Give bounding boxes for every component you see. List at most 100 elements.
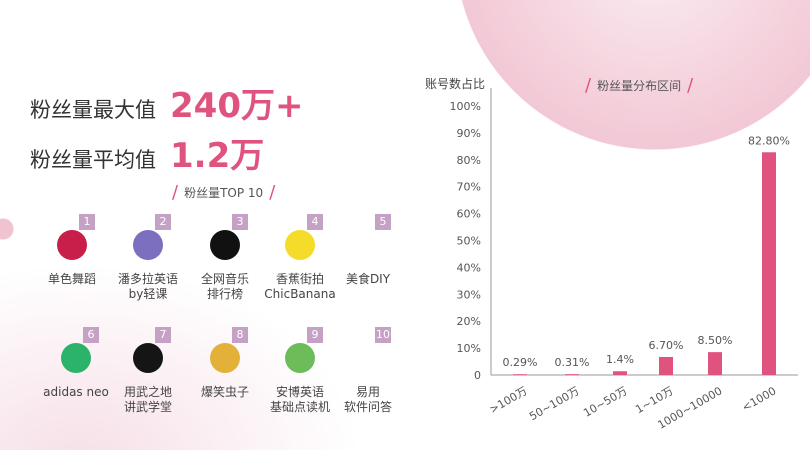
top10-title: 粉丝量TOP 10 [184, 186, 264, 200]
y-tick-label: 60% [457, 208, 481, 221]
item-name-line: 讲武学堂 [123, 400, 172, 414]
item-name-line: 香蕉街拍 [275, 272, 324, 286]
y-tick-label: 70% [457, 181, 481, 194]
item-name-line: 爆笑虫子 [200, 385, 249, 399]
data-label: 0.29% [503, 356, 538, 369]
stat-value: 240万+ [170, 86, 304, 126]
background-dot [0, 218, 14, 240]
rank-badge: 3 [232, 214, 248, 230]
item-name-line: 易用 [355, 385, 380, 399]
rank-badge: 6 [83, 327, 99, 343]
item-name: 爆笑虫子 [180, 385, 270, 400]
data-label: 8.50% [698, 334, 733, 347]
item-name-line: 潘多拉英语 [117, 272, 178, 286]
item-name: 全网音乐 排行榜 [180, 272, 270, 302]
bar [708, 352, 722, 375]
chart-title: 粉丝量分布区间 [597, 79, 682, 93]
x-tick-label: 10~50万 [581, 384, 629, 419]
item-name-line: 单色舞蹈 [47, 272, 96, 286]
slash-decoration: / [585, 75, 592, 96]
item-name-line: ChicBanana [264, 287, 336, 301]
top10-item: 1 单色舞蹈 [27, 214, 117, 287]
item-name: 潘多拉英语 by轻课 [103, 272, 193, 302]
y-tick-label: 0 [474, 369, 481, 382]
star-logo-icon: 3 [210, 214, 248, 260]
stat-value: 1.2万 [170, 136, 265, 176]
slash-decoration: / [269, 182, 276, 203]
item-name: 易用 软件问答 [323, 385, 413, 415]
y-axis-label: 账号数占比 [425, 76, 485, 91]
item-name-line: 安博英语 [275, 385, 324, 399]
banana-logo-icon: 4 [285, 214, 323, 260]
data-label: 1.4% [606, 353, 634, 366]
avg-fans-stat: 粉丝量平均值 1.2万 [30, 128, 264, 177]
bar [762, 152, 776, 375]
eat-logo-icon: 5 [353, 214, 391, 260]
chart-heading: / 粉丝量分布区间 / [585, 75, 693, 96]
rank-badge: 5 [375, 214, 391, 230]
background-circle [455, 0, 810, 150]
bar [565, 374, 579, 376]
y-tick-label: 40% [457, 261, 481, 274]
english-logo-icon: 9 [285, 327, 323, 373]
x-tick-label: <1000 [740, 384, 779, 414]
box-logo-icon: 2 [133, 214, 171, 260]
max-fans-stat: 粉丝量最大值 240万+ [30, 78, 303, 127]
rank-badge: 10 [375, 327, 391, 343]
item-name-line: 全网音乐 [200, 272, 249, 286]
x-tick-label: 50~100万 [527, 384, 581, 423]
y-tick-label: 30% [457, 288, 481, 301]
item-name: 用武之地 讲武学堂 [103, 385, 193, 415]
rank-badge: 9 [307, 327, 323, 343]
y-tick-label: 100% [450, 100, 481, 113]
item-name-line: by轻课 [128, 287, 168, 301]
slash-decoration: / [687, 75, 694, 96]
cartoon-logo-icon: 8 [210, 327, 248, 373]
item-name-line: 用武之地 [123, 385, 172, 399]
bar [659, 356, 673, 375]
item-name-line: 排行榜 [206, 287, 243, 301]
adidas-neo-logo-icon: 6 [61, 327, 99, 373]
data-label: 0.31% [555, 356, 590, 369]
rank-badge: 8 [232, 327, 248, 343]
top10-item: 9 安博英语 基础点读机 [255, 327, 345, 415]
stat-label: 粉丝量平均值 [30, 148, 156, 172]
top10-item: 6 adidas neo [31, 327, 121, 400]
top10-item: 3 全网音乐 排行榜 [180, 214, 270, 302]
y-tick-label: 50% [457, 235, 481, 248]
x-tick-label: >100万 [487, 384, 529, 416]
item-name-line: 美食DIY [345, 272, 391, 286]
data-label: 6.70% [649, 339, 684, 352]
top10-item: 7 用武之地 讲武学堂 [103, 327, 193, 415]
y-tick-label: 80% [457, 154, 481, 167]
stat-label: 粉丝量最大值 [30, 98, 156, 122]
bar [513, 374, 527, 376]
item-name: 单色舞蹈 [27, 272, 117, 287]
rank-badge: 1 [79, 214, 95, 230]
item-name: 安博英语 基础点读机 [255, 385, 345, 415]
item-name-line: 软件问答 [343, 400, 392, 414]
rank-badge: 7 [155, 327, 171, 343]
data-label: 82.80% [748, 134, 790, 147]
top10-item: 8 爆笑虫子 [180, 327, 270, 400]
dance-logo-icon: 1 [57, 214, 95, 260]
item-name: 香蕉街拍 ChicBanana [255, 272, 345, 302]
top10-item: 4 香蕉街拍 ChicBanana [255, 214, 345, 302]
top10-heading: / 粉丝量TOP 10 / [172, 182, 275, 203]
item-name: 美食DIY [323, 272, 413, 287]
slash-decoration: / [172, 182, 179, 203]
rank-badge: 4 [307, 214, 323, 230]
y-tick-label: 20% [457, 315, 481, 328]
y-tick-label: 10% [457, 342, 481, 355]
top10-item: 2 潘多拉英语 by轻课 [103, 214, 193, 302]
item-name-line: 基础点读机 [269, 400, 330, 414]
star-blue-logo-icon: 10 [353, 327, 391, 373]
y-tick-label: 90% [457, 127, 481, 140]
calligraphy-logo-icon: 7 [133, 327, 171, 373]
top10-item: 10 易用 软件问答 [323, 327, 413, 415]
top10-item: 5 美食DIY [323, 214, 413, 287]
bar [613, 371, 627, 375]
item-name-line: adidas neo [43, 385, 109, 399]
rank-badge: 2 [155, 214, 171, 230]
